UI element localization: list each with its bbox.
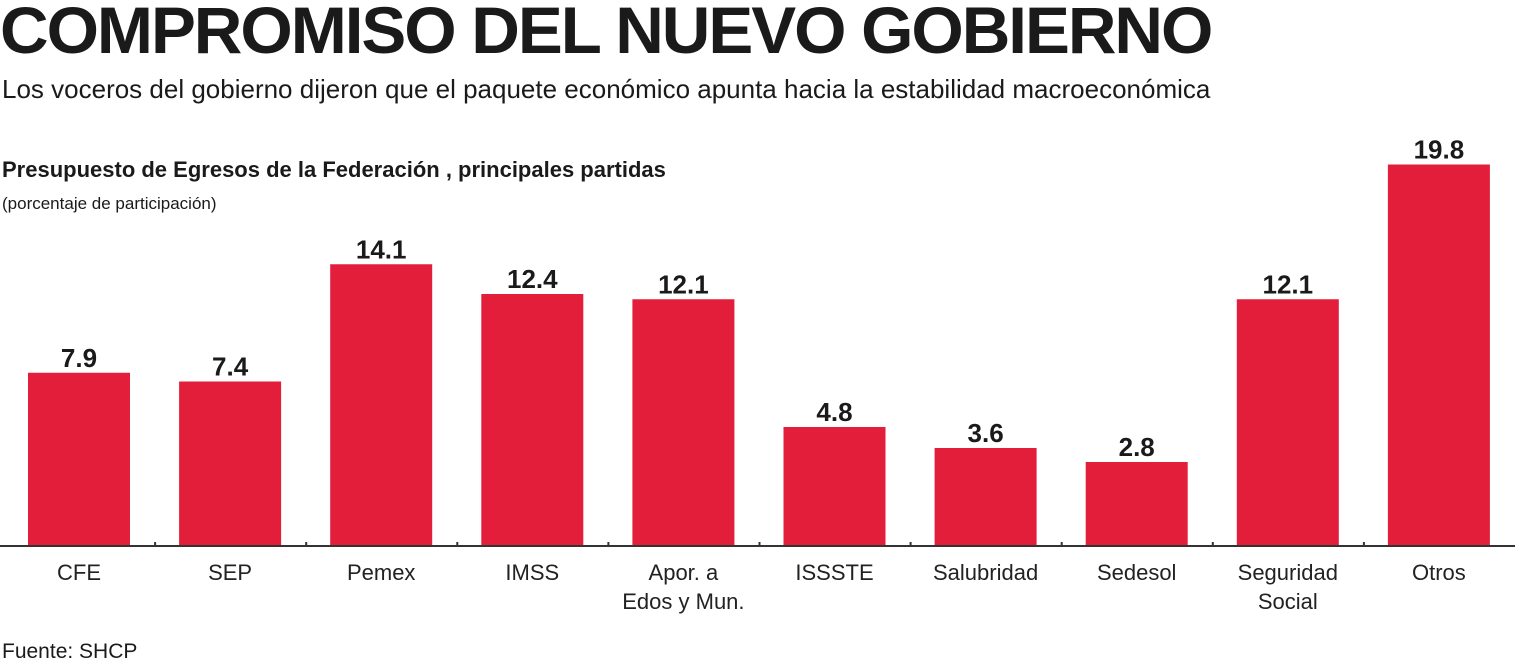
value-label: 12.1 [1262,269,1313,299]
value-label: 2.8 [1119,432,1155,462]
category-label: Edos y Mun. [622,589,744,614]
bar [934,448,1037,546]
value-label: 14.1 [356,234,407,264]
bar [179,381,282,546]
page-subtitle: Los voceros del gobierno dijeron que el … [2,74,1211,104]
category-label: Otros [1412,560,1466,585]
category-label: Apor. a [649,560,719,585]
category-label: Salubridad [933,560,1038,585]
category-label: SEP [208,560,252,585]
bar [1085,462,1188,546]
bar [28,372,130,546]
bar [783,427,886,546]
page-title: COMPROMISO DEL NUEVO GOBIERNO [0,0,1213,67]
chart-title: Presupuesto de Egresos de la Federación … [2,157,666,182]
bar [330,264,433,546]
chart-unit-note: (porcentaje de participación) [2,194,217,213]
category-label: CFE [57,560,101,585]
category-label: ISSSTE [795,560,873,585]
category-label: Seguridad [1238,560,1338,585]
value-label: 19.8 [1414,135,1465,165]
category-label: IMSS [505,560,559,585]
value-label: 7.4 [212,352,249,382]
value-label: 4.8 [816,397,852,427]
category-label: Social [1258,589,1318,614]
bar [1387,164,1490,546]
source-note: Fuente: SHCP [2,640,138,663]
value-label: 3.6 [968,418,1004,448]
bar [632,299,735,546]
bar [1236,299,1339,546]
value-label: 12.1 [658,269,709,299]
bar [481,294,584,546]
category-label: Sedesol [1097,560,1177,585]
value-label: 7.9 [61,343,97,373]
category-label: Pemex [347,560,415,585]
value-label: 12.4 [507,264,558,294]
